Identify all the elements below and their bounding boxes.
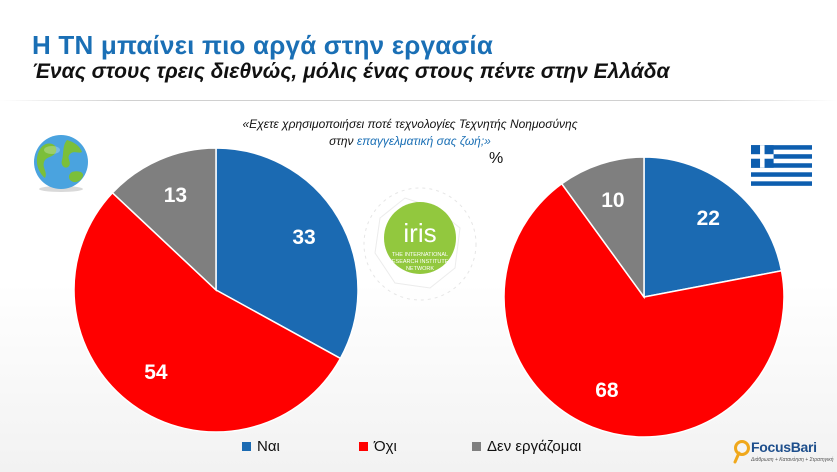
pie-slice-left-not-working (111, 148, 217, 292)
pie-label-right-not-working: 10 (601, 189, 625, 213)
iris-line-2: RESEARCH INSTITUTES (388, 259, 453, 265)
question-line-2: στην επαγγελματική σας ζωή;» (140, 133, 680, 150)
iris-watermark: iris THE INTERNATIONAL RESEARCH INSTITUT… (360, 178, 480, 318)
legend-item-yes: Ναι (242, 438, 280, 455)
globe-icon (34, 135, 88, 192)
pie-label-right-no: 68 (595, 378, 619, 402)
brand-name: FocusBari (751, 439, 817, 455)
question-line-2-prefix: στην (329, 134, 357, 148)
legend-label-yes: Ναι (257, 438, 280, 455)
iris-line-1: THE INTERNATIONAL (392, 252, 448, 258)
pie-chart-international (73, 148, 359, 433)
chart-legend: Ναι Όχι Δεν εργάζομαι (0, 438, 837, 458)
question-line-1: «Εχετε χρησιμοποιήσει ποτέ τεχνολογίες Τ… (242, 117, 578, 131)
pie-slice-left-yes (215, 148, 359, 360)
pie-chart-greece (503, 156, 785, 438)
greek-flag-icon (751, 145, 812, 186)
iris-logo-icon: iris THE INTERNATIONAL RESEARCH INSTITUT… (363, 187, 477, 301)
iris-line-3: NETWORK (406, 266, 434, 272)
legend-label-not-working: Δεν εργάζομαι (487, 438, 582, 455)
pie-slice-left-no (73, 191, 342, 433)
focusbari-logo: FocusBari Διάθρωση + Κατανόηση + Στρατηγ… (733, 436, 837, 468)
legend-item-not-working: Δεν εργάζομαι (472, 438, 581, 455)
pie-label-left-yes: 33 (292, 226, 316, 249)
pie-slice-right-no (503, 182, 785, 438)
pie-label-left-no: 54 (144, 360, 168, 384)
page-subtitle: Ένας στους τρεις διεθνώς, μόλις ένας στο… (32, 60, 670, 83)
pie-label-right-yes: 22 (696, 207, 720, 231)
question-highlight: επαγγελματική σας ζωή;» (356, 134, 491, 148)
percent-unit: % (489, 150, 504, 167)
legend-swatch-no (359, 442, 368, 451)
survey-question: «Εχετε χρησιμοποιήσει ποτέ τεχνολογίες Τ… (140, 116, 680, 150)
page-title: Η ΤΝ μπαίνει πιο αργά στην εργασία (32, 30, 494, 60)
pie-slice-right-not-working (560, 156, 645, 300)
header-divider (0, 100, 837, 101)
legend-item-no: Όχι (359, 438, 397, 455)
magnifier-icon (733, 440, 750, 464)
legend-label-no: Όχι (374, 438, 397, 455)
brand-tagline: Διάθρωση + Κατανόηση + Στρατηγική (751, 457, 834, 463)
pie-label-left-not-working: 13 (163, 184, 188, 208)
legend-swatch-yes (242, 442, 251, 451)
pie-slice-right-yes (643, 156, 783, 298)
legend-swatch-not-working (472, 442, 481, 451)
iris-logo-text: iris (403, 218, 436, 248)
